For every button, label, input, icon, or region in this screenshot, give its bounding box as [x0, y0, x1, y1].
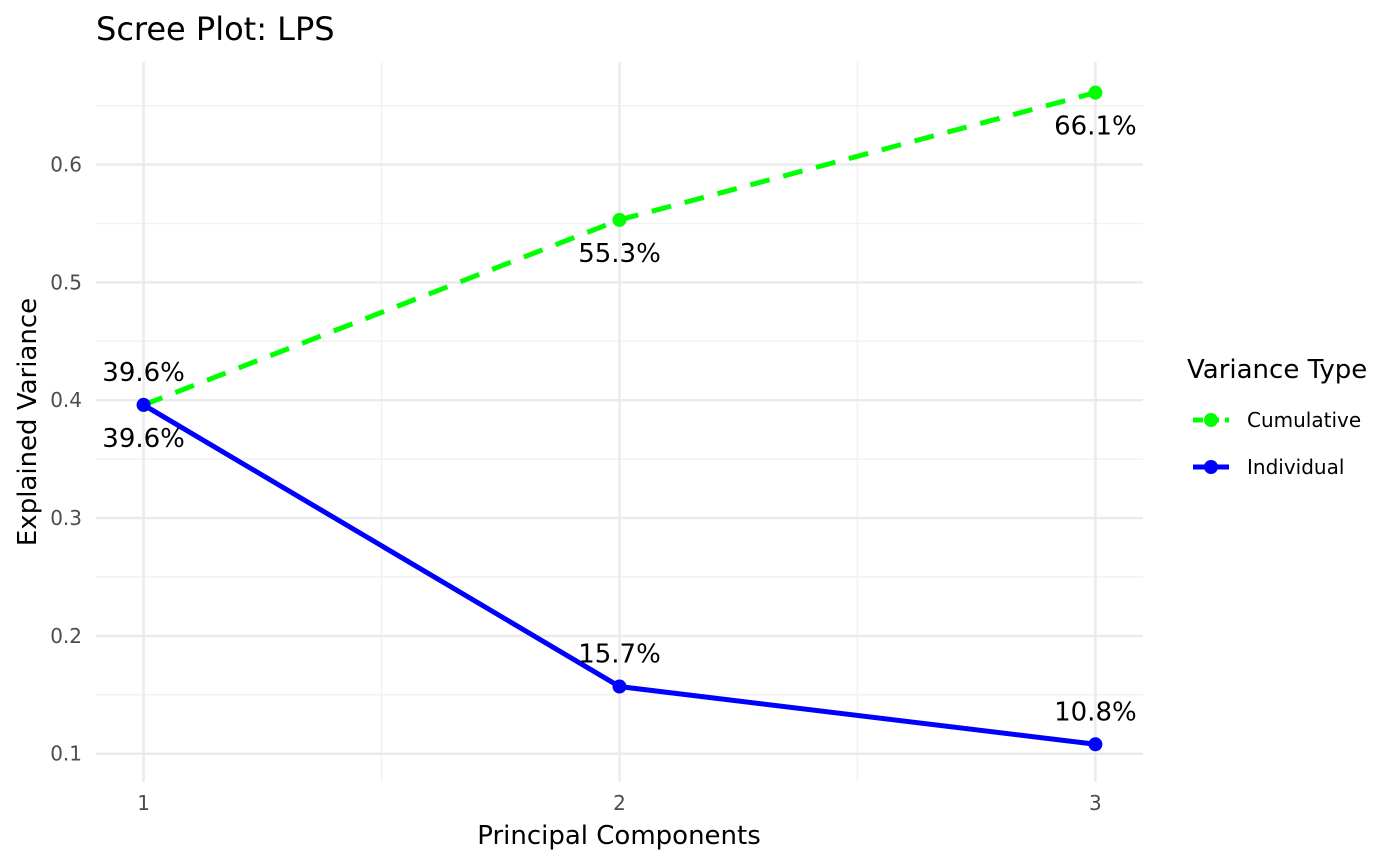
legend: Variance Type Cumulative Individual [1187, 355, 1367, 479]
x-tick-label: 2 [613, 791, 626, 815]
individual-point [136, 397, 151, 412]
cumulative-data-label: 39.6% [102, 424, 185, 454]
individual-legend-label: Individual [1247, 455, 1344, 479]
cumulative-legend-point [1204, 413, 1218, 427]
cumulative-data-label: 66.1% [1054, 112, 1137, 142]
y-tick-label: 0.6 [50, 153, 82, 177]
y-tick-label: 0.3 [50, 506, 82, 530]
individual-data-label: 15.7% [578, 640, 661, 670]
series-points [136, 85, 1103, 752]
y-tick-label: 0.5 [50, 270, 82, 294]
cumulative-point [1088, 85, 1103, 100]
x-tick-label: 1 [137, 791, 150, 815]
x-tick-label: 3 [1089, 791, 1102, 815]
individual-data-label: 39.6% [102, 358, 185, 388]
y-axis-ticks: 0.1 0.2 0.3 0.4 0.5 0.6 [50, 153, 82, 766]
individual-point [1088, 737, 1103, 752]
y-tick-label: 0.4 [50, 388, 82, 412]
cumulative-legend-label: Cumulative [1247, 408, 1361, 432]
x-axis-title: Principal Components [477, 821, 761, 851]
cumulative-data-label: 55.3% [578, 239, 661, 269]
y-tick-label: 0.2 [50, 624, 82, 648]
legend-title: Variance Type [1187, 355, 1367, 385]
cumulative-point [612, 212, 627, 227]
chart-title: Scree Plot: LPS [96, 10, 335, 48]
individual-data-label: 10.8% [1054, 697, 1137, 727]
x-axis-ticks: 1 2 3 [137, 791, 1102, 815]
major-gridlines [96, 62, 1143, 782]
individual-legend-point [1204, 460, 1218, 474]
individual-point [612, 679, 627, 694]
y-axis-title: Explained Variance [13, 298, 43, 546]
legend-keys: Cumulative Individual [1193, 408, 1361, 479]
y-tick-label: 0.1 [50, 742, 82, 766]
data-labels: 39.6% 55.3% 66.1% 39.6% 15.7% 10.8% [102, 112, 1136, 728]
